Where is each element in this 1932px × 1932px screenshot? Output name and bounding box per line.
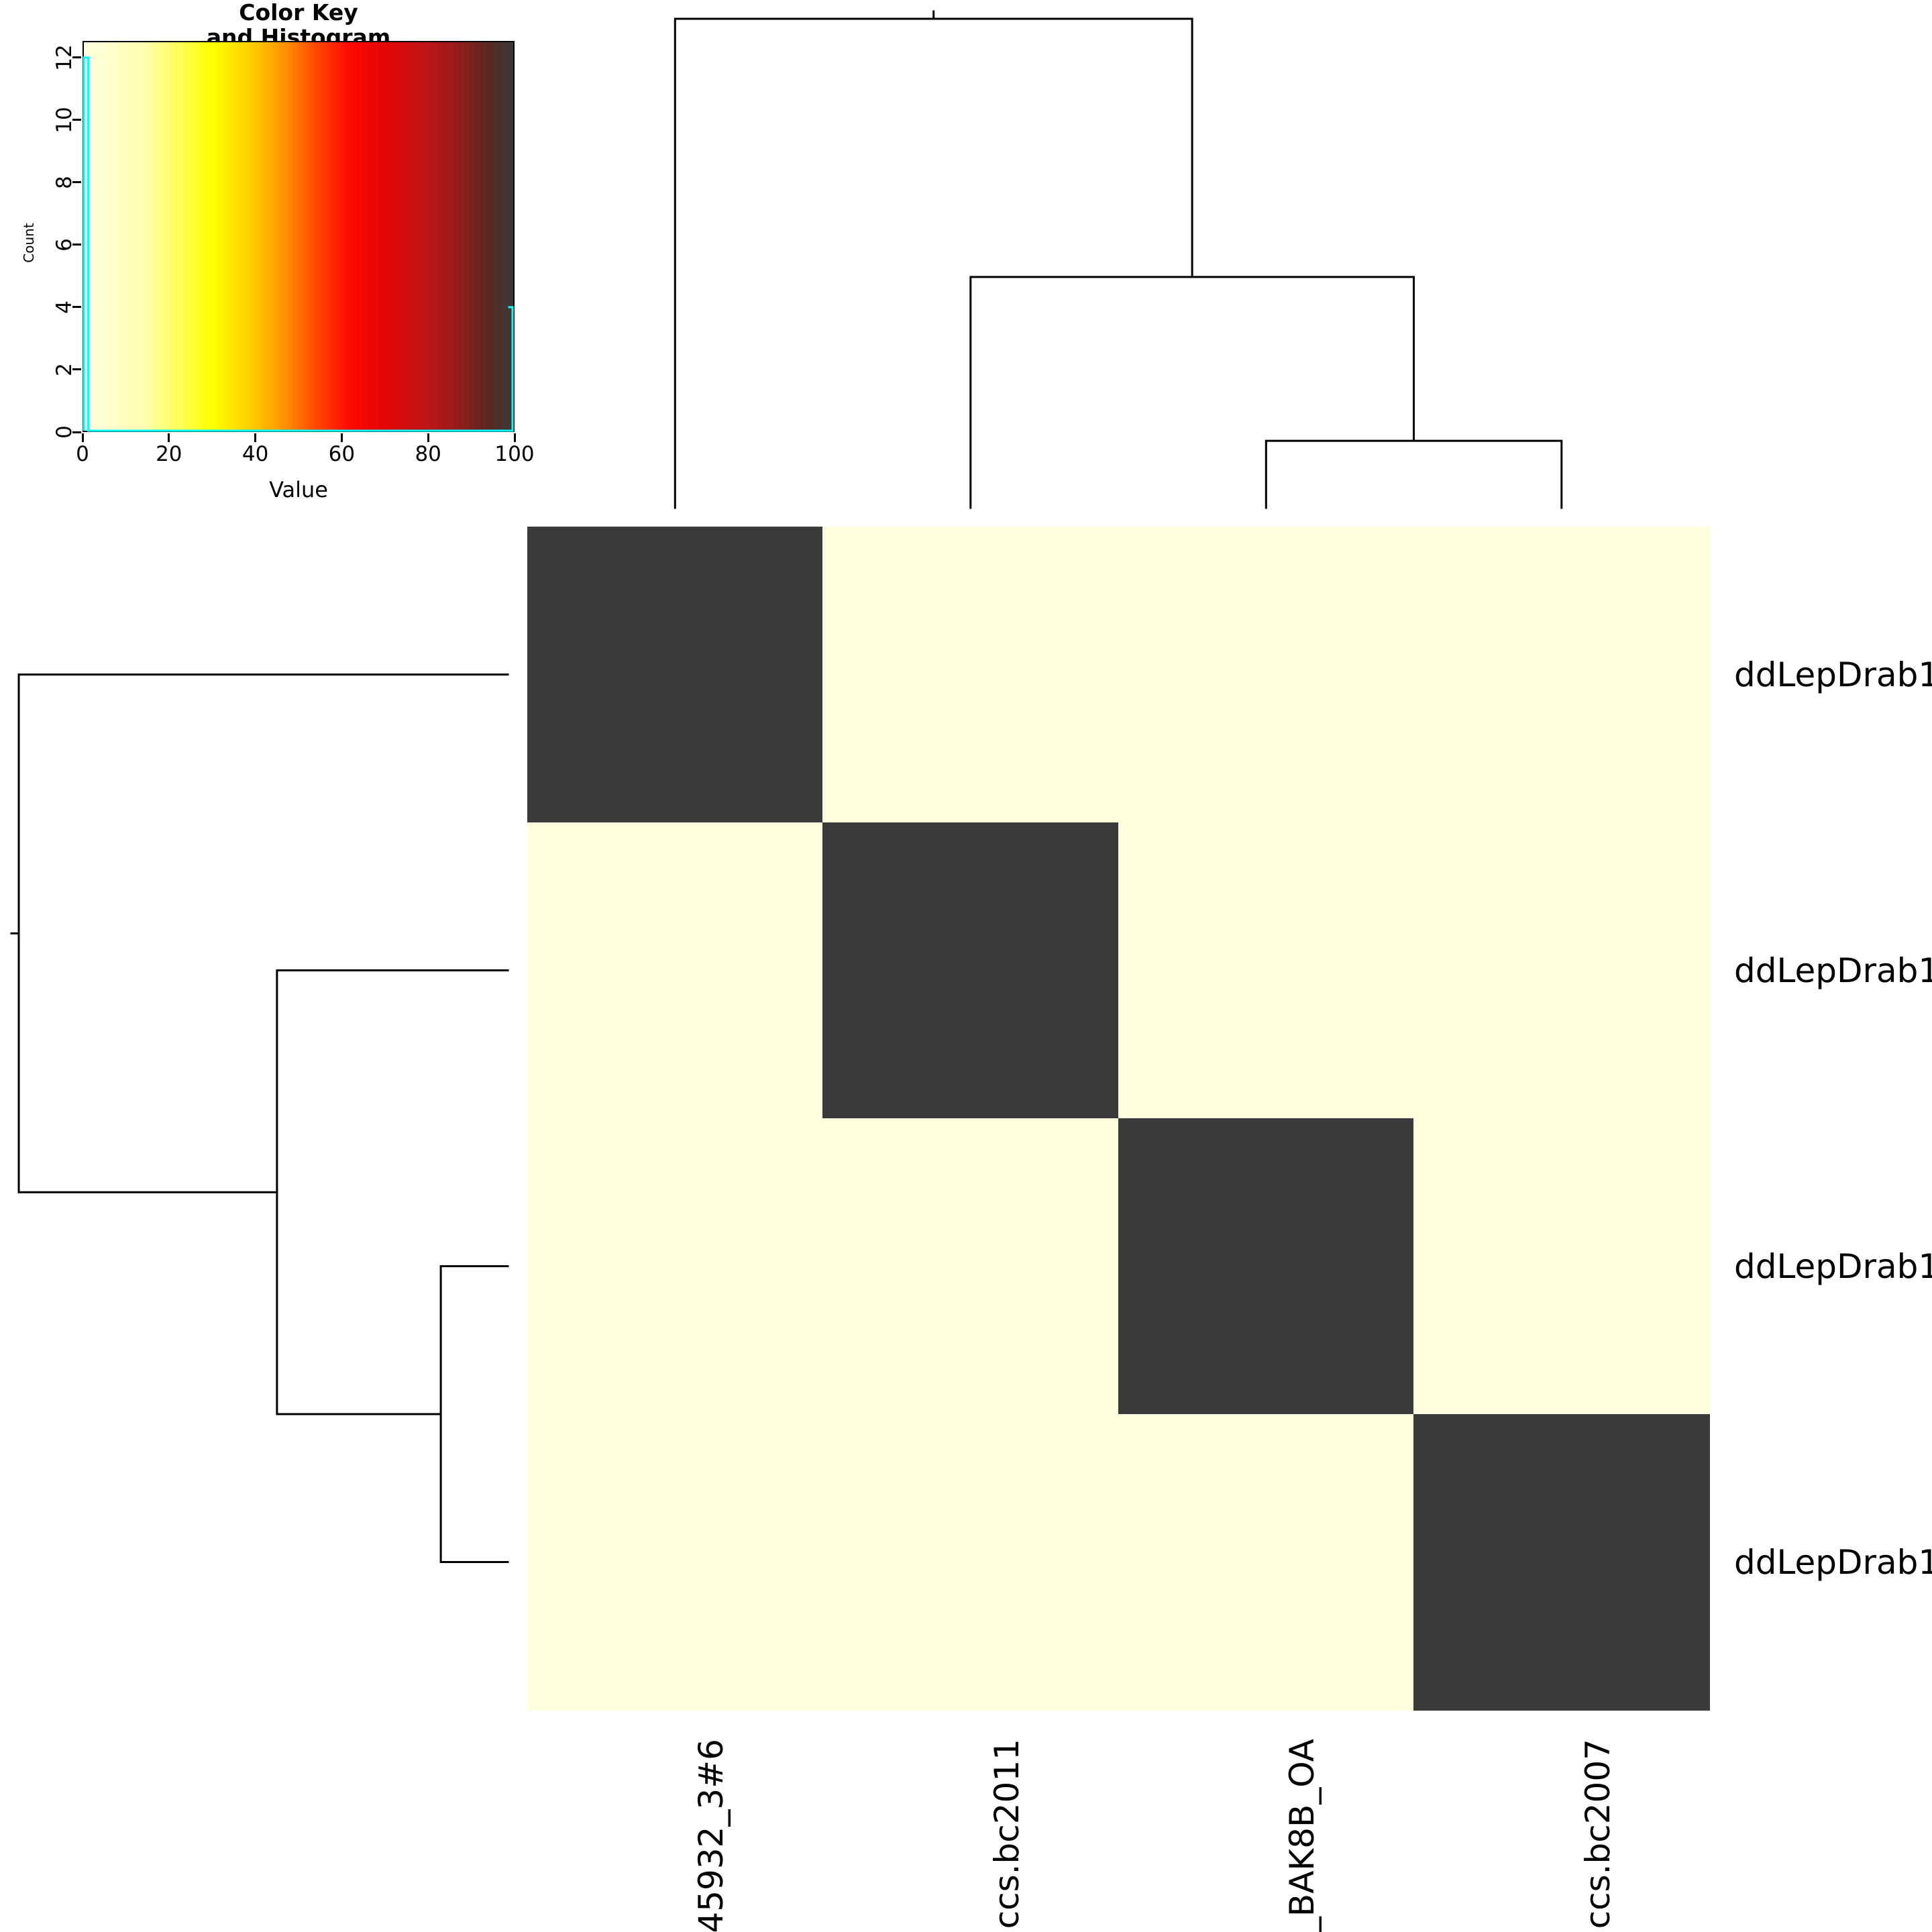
column-label: _BAK8B_OA xyxy=(1283,1739,1322,1932)
y-axis-tick-label: 2 xyxy=(52,363,76,376)
color-key-title-line1: Color Key xyxy=(239,0,358,25)
x-axis-tick-label: 20 xyxy=(156,442,182,466)
column-dendrogram xyxy=(674,10,1563,509)
heatmap-cell xyxy=(1413,1413,1710,1711)
heatmap-cell xyxy=(527,526,823,823)
y-axis-tick-label: 12 xyxy=(52,44,76,71)
x-axis-tick xyxy=(427,433,429,442)
heatmap-cell xyxy=(1118,1118,1414,1415)
heatmap-cell xyxy=(1413,1118,1710,1415)
row-dendrogram xyxy=(10,674,509,1563)
x-axis-tick-label: 0 xyxy=(76,442,89,466)
column-label: .ccs.bc2007 xyxy=(1578,1739,1617,1932)
x-axis-tick xyxy=(513,433,516,442)
y-axis-tick-label: 6 xyxy=(52,237,76,252)
heatmap-cell xyxy=(822,526,1119,823)
heatmap-cell xyxy=(822,822,1119,1119)
y-axis-tick xyxy=(72,56,81,59)
y-axis-tick xyxy=(72,244,81,246)
x-axis-tick xyxy=(340,433,343,442)
heatmap-cell xyxy=(1118,1413,1414,1711)
y-axis-tick xyxy=(72,431,81,433)
row-label: ddLepDrab1 xyxy=(1734,1542,1932,1582)
y-axis-tick xyxy=(72,181,81,184)
heatmap-cell xyxy=(1118,822,1414,1119)
heatmap-cell xyxy=(1413,526,1710,823)
x-axis-tick-label: 100 xyxy=(494,442,535,466)
heatmap-cell xyxy=(527,822,823,1119)
y-axis-tick xyxy=(72,368,81,371)
column-label: .ccs.bc2011 xyxy=(987,1739,1026,1932)
column-label: 45932_3#6 xyxy=(692,1739,731,1932)
row-label: ddLepDrab1 xyxy=(1734,1246,1932,1286)
heatmap-cell xyxy=(527,1413,823,1711)
x-axis-tick-label: 40 xyxy=(241,442,269,466)
y-axis-tick xyxy=(72,306,81,309)
x-axis-tick xyxy=(168,433,170,442)
y-axis-tick-label: 4 xyxy=(52,301,76,314)
y-axis-tick-label: 10 xyxy=(52,106,76,133)
x-axis-tick xyxy=(81,433,84,442)
value-axis-label: Value xyxy=(269,477,328,502)
heatmap-grid xyxy=(527,526,1710,1711)
heatmap-cell xyxy=(527,1118,823,1415)
y-axis-tick-label: 0 xyxy=(52,425,76,439)
x-axis-tick-label: 60 xyxy=(328,442,356,466)
heatmap-cell xyxy=(822,1413,1119,1711)
row-label: ddLepDrab1 xyxy=(1734,951,1932,990)
count-axis-label: Count xyxy=(21,223,37,263)
y-axis-tick xyxy=(72,119,81,121)
heatmap-cell xyxy=(1413,822,1710,1119)
x-axis-tick xyxy=(254,433,257,442)
y-axis-tick-label: 8 xyxy=(52,175,76,189)
row-label: ddLepDrab1 xyxy=(1734,655,1932,694)
heatmap-cell xyxy=(822,1118,1119,1415)
x-axis-tick-label: 80 xyxy=(415,442,441,466)
heatmap-cell xyxy=(1118,526,1414,823)
color-key-histogram-trace xyxy=(83,56,514,432)
